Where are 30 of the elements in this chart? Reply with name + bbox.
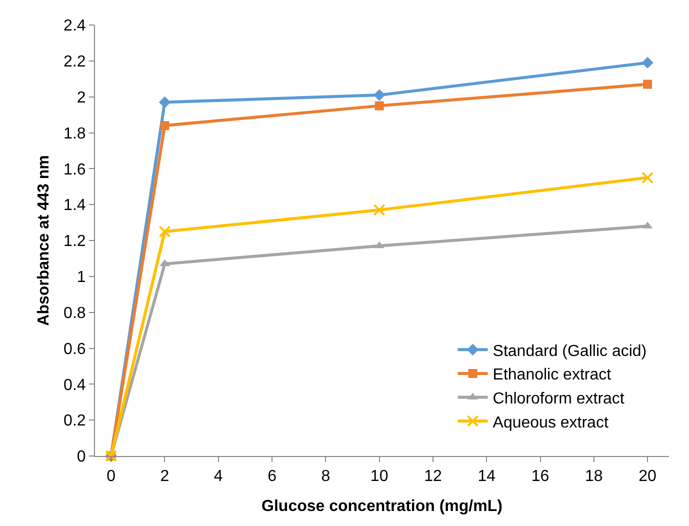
y-tick-label: 1.4 — [64, 197, 86, 214]
y-tick-label: 0.2 — [64, 412, 86, 430]
legend-label: Standard (Gallic acid) — [492, 342, 647, 360]
x-tick-label: 4 — [214, 468, 223, 486]
legend-label: Ethanolic extract — [492, 366, 612, 384]
x-tick-label: 16 — [531, 468, 550, 486]
legend-label: Aqueous extract — [492, 414, 609, 432]
y-axis-title: Absorbance at 443 nm — [35, 155, 52, 326]
x-tick-label: 18 — [585, 468, 603, 486]
y-tick-label: 1.6 — [64, 161, 86, 178]
x-tick-label: 8 — [321, 468, 330, 486]
x-tick-label: 20 — [638, 468, 657, 486]
x-tick-label: 10 — [370, 468, 388, 486]
y-tick-label: 0.8 — [64, 304, 86, 322]
x-tick-label: 6 — [268, 468, 277, 486]
y-tick-label: 2.2 — [64, 54, 86, 71]
x-tick-label: 0 — [106, 468, 116, 486]
y-tick-label: 2.4 — [64, 18, 86, 35]
y-tick-label: 2 — [76, 89, 86, 106]
x-tick-label: 2 — [160, 468, 170, 486]
y-tick-label: 0.6 — [64, 340, 86, 358]
y-tick-label: 1.8 — [64, 125, 86, 142]
legend-label: Chloroform extract — [492, 390, 625, 408]
y-tick-label: 1 — [76, 269, 86, 286]
x-axis-title: Glucose concentration (mg/mL) — [262, 498, 502, 515]
x-tick-label: 14 — [478, 468, 496, 486]
y-tick-label: 1.2 — [64, 233, 86, 250]
y-tick-label: 0 — [76, 448, 86, 466]
x-tick-label: 12 — [424, 468, 442, 486]
y-tick-label: 0.4 — [64, 376, 86, 394]
